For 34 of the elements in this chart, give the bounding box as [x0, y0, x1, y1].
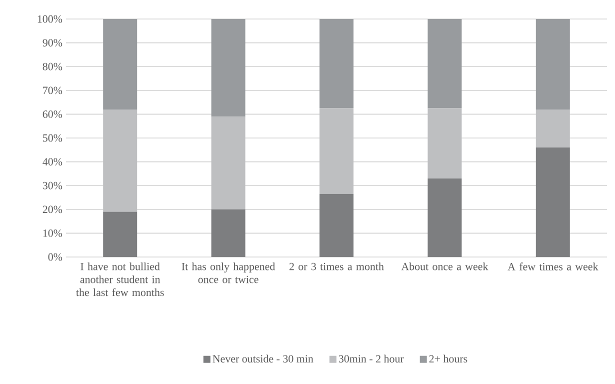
legend-label: Never outside - 30 min	[212, 354, 314, 363]
bar	[320, 108, 354, 194]
bar	[103, 18, 138, 110]
bar	[211, 209, 246, 257]
y-tick-label: 10%	[43, 229, 62, 237]
x-tick-label: It has only happened once or twice	[182, 262, 276, 284]
bar	[103, 212, 138, 257]
y-tick-label: 0%	[48, 253, 62, 261]
bar	[536, 109, 570, 148]
x-tick-label: A few times a week	[508, 262, 598, 270]
bar	[320, 194, 354, 257]
y-tick-label: 90%	[42, 39, 62, 47]
bar	[103, 109, 138, 212]
legend-label: 30min - 2 hour	[338, 354, 404, 363]
y-tick-label: 80%	[42, 62, 62, 70]
bar	[428, 18, 462, 108]
bar	[536, 18, 570, 110]
bar	[428, 108, 462, 178]
x-tick-label: 2 or 3 times a month	[290, 262, 384, 270]
y-tick-label: 50%	[43, 134, 62, 142]
x-tick-label: About once a week	[401, 262, 488, 270]
y-tick-label: 70%	[43, 86, 62, 94]
y-tick-label: 100%	[38, 15, 62, 23]
y-tick-label: 60%	[42, 110, 62, 118]
y-tick-label: 40%	[42, 158, 62, 166]
legend-label: 2+ hours	[429, 354, 468, 363]
bar	[211, 116, 246, 210]
bar	[428, 178, 462, 257]
bar	[320, 18, 354, 108]
bar	[536, 148, 570, 257]
bar	[211, 18, 246, 117]
y-tick-label: 30%	[42, 182, 62, 190]
y-tick-label: 20%	[42, 206, 62, 214]
x-tick-label: I have not bullied another student in the last few months	[76, 262, 164, 296]
